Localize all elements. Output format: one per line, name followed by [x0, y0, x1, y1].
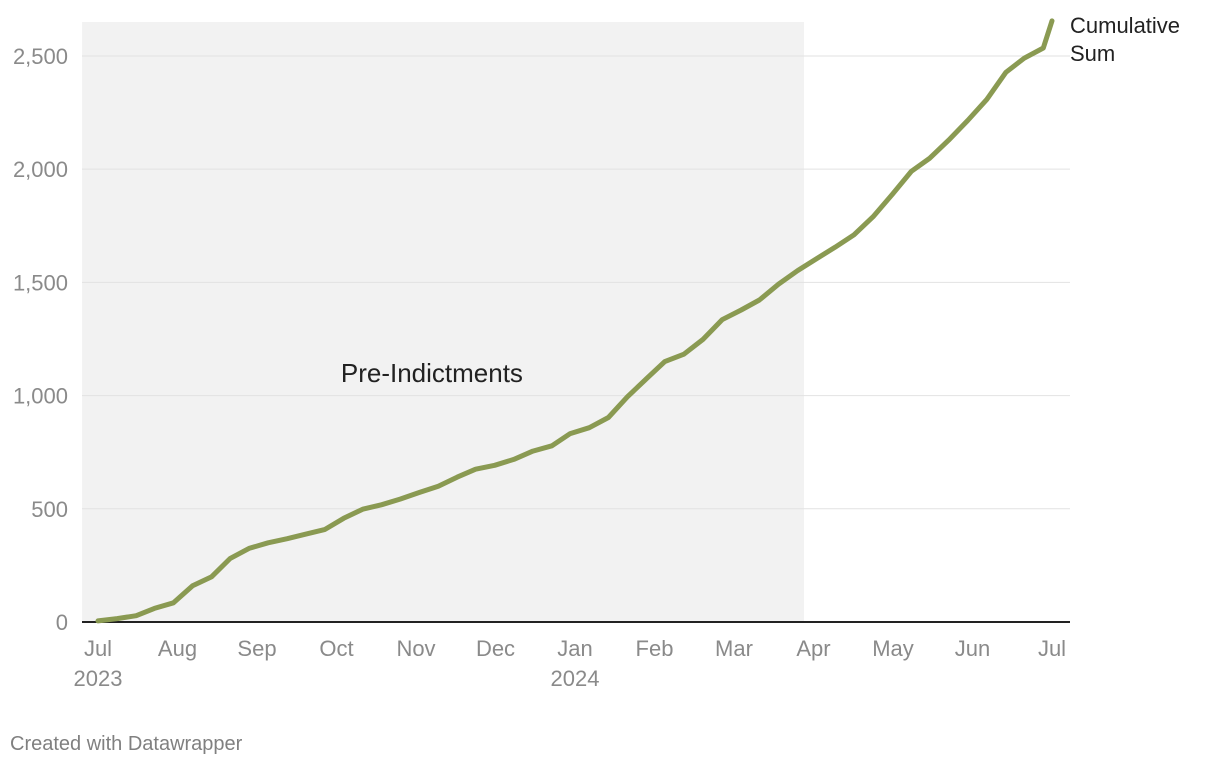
- y-tick-label: 1,500: [13, 270, 68, 295]
- footer-credit: Created with Datawrapper: [10, 733, 243, 755]
- x-tick-year-label: 2023: [74, 666, 123, 691]
- x-tick-label: Jun: [955, 636, 990, 661]
- gridlines: [82, 55, 1070, 623]
- series-label-line-1: Cumulative: [1070, 13, 1180, 38]
- x-tick-label: Jul: [1038, 636, 1066, 661]
- y-tick-label: 500: [31, 497, 68, 522]
- x-tick-label: Dec: [476, 636, 515, 661]
- x-tick-label: Mar: [715, 636, 753, 661]
- cumulative-sum-line: [95, 18, 1055, 624]
- x-tick-label: Oct: [319, 636, 353, 661]
- series-label-line-2: Sum: [1070, 41, 1115, 66]
- pre-indictments-label: Pre-Indictments: [341, 358, 523, 388]
- y-axis-tick-labels: 0 500 1,000 1,500 2,000 2,500: [13, 44, 68, 635]
- x-axis-tick-labels: Jul 2023 Aug Sep Oct Nov Dec Jan 2024 Feb Mar Apr Ma…: [74, 636, 1067, 691]
- x-tick-label: Feb: [636, 636, 674, 661]
- x-tick-label: Sep: [237, 636, 276, 661]
- y-tick-label: 0: [56, 610, 68, 635]
- x-tick-label: Aug: [158, 636, 197, 661]
- x-tick-label: May: [872, 636, 914, 661]
- series-label-cumulative-sum: Cumulative Sum: [1070, 13, 1186, 66]
- x-tick-label: Apr: [796, 636, 830, 661]
- pre-indictments-shaded-region: [82, 22, 804, 622]
- x-tick-year-label: 2024: [551, 666, 600, 691]
- x-tick-label: Jul: [84, 636, 112, 661]
- x-tick-label: Jan: [557, 636, 592, 661]
- x-tick-label: Nov: [396, 636, 435, 661]
- y-tick-label: 2,000: [13, 157, 68, 182]
- y-tick-label: 1,000: [13, 384, 68, 409]
- y-tick-label: 2,500: [13, 44, 68, 69]
